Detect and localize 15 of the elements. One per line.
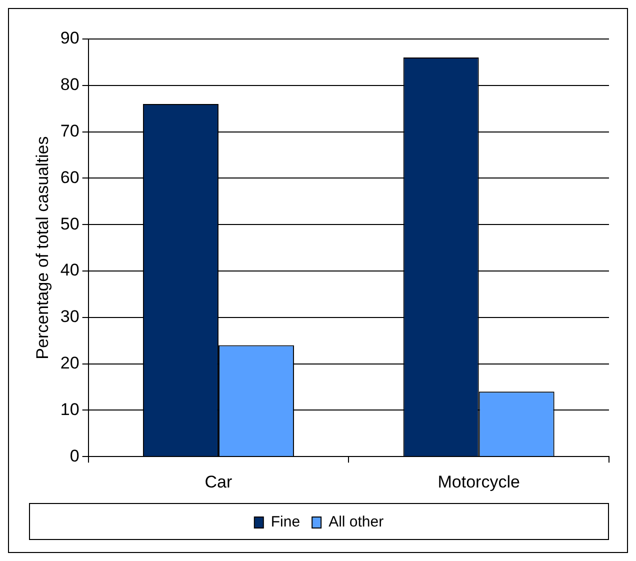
y-tick-label: 60: [60, 168, 80, 187]
y-tick-label: 80: [60, 75, 80, 94]
y-tick-label: 10: [60, 400, 80, 419]
y-axis-title: Percentage of total casualties: [32, 136, 52, 360]
y-tick-label: 40: [60, 260, 80, 280]
x-tick-label: Motorcycle: [438, 472, 520, 492]
x-tick-label: Car: [204, 472, 233, 492]
legend-label: All other: [328, 514, 384, 531]
y-tick-label: 30: [60, 307, 80, 326]
y-tick-label: 20: [60, 353, 80, 372]
y-tick-label: 70: [60, 121, 80, 140]
y-tick-label: 50: [60, 214, 80, 234]
y-tick-label: 0: [70, 446, 80, 466]
y-tick-label: 90: [60, 28, 80, 48]
legend-label: Fine: [270, 514, 300, 531]
